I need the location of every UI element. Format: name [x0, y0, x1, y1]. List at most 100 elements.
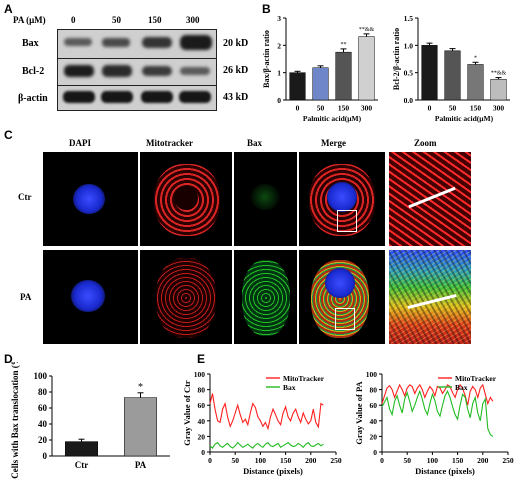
panel-letter-b: B [262, 2, 271, 16]
bar [444, 50, 461, 101]
col-header-bax: Bax [247, 138, 263, 148]
bar [490, 78, 507, 101]
y-tick-label: 0 [43, 451, 48, 461]
y-axis-title: Bax/β-actin ratio [262, 30, 271, 88]
row-label-pa: PA [20, 292, 32, 302]
y-tick-label: 80 [198, 386, 206, 395]
band [64, 38, 92, 46]
band [102, 38, 130, 47]
mito-network [156, 258, 216, 338]
blot-size-bax: 20 kD [223, 38, 249, 49]
blot-label-bcl2: Bcl-2 [22, 66, 45, 77]
y-tick-label: 80 [38, 387, 48, 397]
nucleus-blob [73, 184, 105, 214]
y-tick-label: 1 [277, 69, 281, 78]
micrograph-ctr-mitotracker [140, 152, 232, 246]
x-tick-label: 50 [449, 104, 457, 113]
y-tick-label: 1.0 [404, 41, 414, 50]
y-tick-label: 3 [277, 14, 281, 23]
x-tick-label: 250 [330, 456, 342, 465]
micrograph-ctr-bax [234, 152, 297, 246]
legend-label: Bax [455, 383, 468, 392]
band [179, 91, 211, 103]
micrograph-pa-dapi [43, 250, 138, 344]
band [180, 67, 210, 75]
chart-bax-translocation: 0 20 40 60 80 100 Ctr * PA Cells with Bax translo… [10, 362, 170, 479]
y-tick-label: 100 [194, 370, 206, 379]
band [142, 66, 172, 76]
y-tick-label: 0 [373, 448, 377, 457]
significance-marker: **&& [491, 71, 507, 77]
micrograph-pa-bax [234, 250, 297, 344]
bar [335, 51, 352, 101]
merge-texture-noise [389, 250, 471, 344]
panel-letter-e: E [197, 352, 206, 366]
y-tick-label: 40 [38, 419, 48, 429]
band [142, 37, 172, 48]
x-tick-label: 300 [361, 104, 373, 113]
chart-gray-value-pa: 0 20 40 60 80 100 0 50 100 150 200 250 MitoTrackerBa… [354, 370, 514, 476]
x-tick-label: 100 [255, 456, 267, 465]
chart-gray-value-ctr: 0 20 40 60 80 100 0 50 100 150 200 250 MitoTrackerBa… [182, 370, 342, 476]
panel-letter-c: C [4, 128, 13, 142]
zoom-box [337, 210, 357, 232]
x-axis-title: Distance (pixels) [243, 466, 303, 476]
x-axis-title: Distance (pixels) [415, 466, 475, 476]
bar [65, 441, 98, 457]
panel-letter-a: A [4, 2, 13, 16]
micrograph-pa-mitotracker [140, 250, 232, 344]
x-tick-label: Ctr [75, 460, 89, 470]
x-tick-label: 0 [428, 104, 432, 113]
x-tick-label: 250 [502, 456, 514, 465]
col-header-dapi: DAPI [69, 138, 91, 148]
mito-hole [174, 186, 198, 210]
conc-150: 150 [148, 15, 162, 25]
y-axis-title: Gray Value of PA [354, 380, 364, 444]
legend-label: MitoTracker [283, 374, 325, 383]
micrograph-pa-merge [299, 250, 385, 344]
x-tick-label: 0 [208, 456, 212, 465]
y-tick-label: 20 [370, 432, 378, 441]
y-tick-label: 100 [34, 371, 48, 381]
bax-signal [242, 260, 290, 336]
x-axis-title: Palmitic acid(μM) [435, 114, 494, 123]
y-tick-label: 0 [277, 96, 281, 105]
col-header-mitotracker: Mitotracker [146, 138, 193, 148]
band [101, 91, 133, 103]
y-tick-label: 60 [370, 401, 378, 410]
series-line [381, 383, 494, 406]
nucleus-blob [325, 268, 355, 298]
x-tick-label: 150 [452, 456, 464, 465]
blot-label-actin: β-actin [18, 93, 48, 104]
zoom-box [335, 308, 355, 330]
bar [312, 67, 329, 101]
blot-strip-bcl2 [57, 58, 217, 86]
blot-size-actin: 43 kD [223, 92, 249, 103]
x-tick-label: 150 [280, 456, 292, 465]
y-tick-label: 100 [366, 370, 378, 379]
blot-size-bcl2: 26 kD [223, 65, 249, 76]
x-tick-label: 50 [317, 104, 325, 113]
y-axis-title: Gray Value of Ctr [182, 380, 192, 446]
bax-signal [250, 184, 280, 210]
bar [124, 397, 157, 457]
legend-label: MitoTracker [455, 374, 497, 383]
band [63, 91, 95, 103]
micrograph-ctr-dapi [43, 152, 138, 246]
y-tick-label: 20 [198, 432, 206, 441]
micrograph-pa-zoom [389, 250, 471, 344]
y-tick-label: 40 [370, 417, 378, 426]
col-header-merge: Merge [321, 138, 346, 148]
x-tick-label: 150 [470, 104, 482, 113]
y-tick-label: 80 [370, 386, 378, 395]
y-axis-title: Cells with Bax translocation (%) [10, 362, 20, 479]
series-line [209, 441, 324, 449]
x-tick-label: 50 [231, 456, 239, 465]
conc-0: 0 [71, 15, 76, 25]
bar [289, 72, 306, 101]
y-tick-label: 1.5 [404, 14, 414, 23]
y-tick-label: 40 [198, 417, 206, 426]
significance-marker: ** [341, 42, 347, 48]
x-tick-label: 150 [338, 104, 350, 113]
